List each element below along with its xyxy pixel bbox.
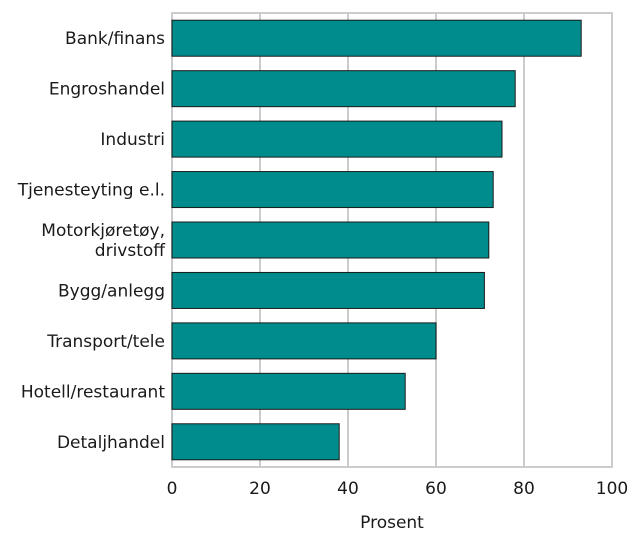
category-label-1: Engroshandel (49, 80, 165, 100)
category-label-5: Bygg/anlegg (58, 281, 165, 301)
category-label-7: Hotell/restaurant (21, 382, 165, 402)
bar-6 (171, 322, 437, 360)
bar-2 (171, 120, 503, 158)
x-tick-100: 100 (596, 479, 628, 499)
category-label-3: Tjenesteyting e.l. (17, 181, 165, 201)
category-label-6: Transport/tele (46, 332, 165, 352)
bar-4 (171, 221, 490, 259)
bar-1 (171, 70, 516, 108)
x-tick-20: 20 (249, 479, 271, 499)
bar-8 (171, 423, 340, 461)
bar-7 (171, 372, 406, 410)
x-tick-60: 60 (425, 479, 447, 499)
x-tick-0: 0 (167, 479, 178, 499)
bars-group (171, 19, 582, 461)
x-tick-40: 40 (337, 479, 359, 499)
bar-0 (171, 19, 582, 57)
category-labels: Bank/finans Engroshandel Industri Tjenestey… (17, 29, 166, 453)
category-label-8: Detaljhandel (57, 433, 165, 453)
x-tick-80: 80 (513, 479, 535, 499)
category-label-4: Motorkjøretøy, drivstoff (41, 221, 166, 261)
bar-3 (171, 171, 494, 209)
category-label-0: Bank/finans (65, 29, 165, 49)
bar-5 (171, 271, 485, 309)
x-tick-labels: 0 20 40 60 80 100 (167, 479, 629, 499)
x-axis-title: Prosent (360, 513, 424, 533)
category-label-2: Industri (100, 130, 165, 150)
